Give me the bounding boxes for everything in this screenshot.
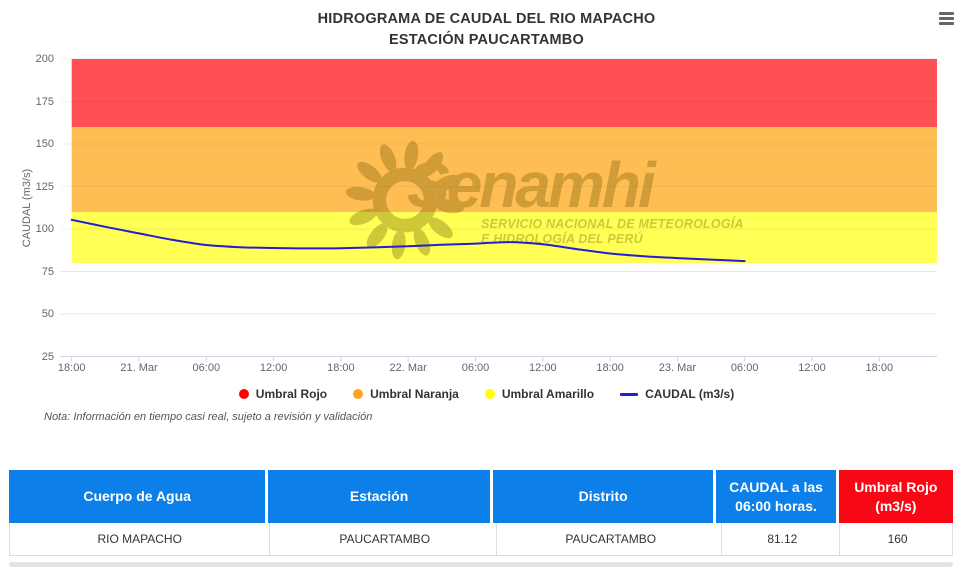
table-body: RIO MAPACHO PAUCARTAMBO PAUCARTAMBO 81.12 16… [9, 523, 953, 556]
table-header-caudal-a-las-06-00-horas-: CAUDAL a las 06:00 horas. [716, 470, 836, 523]
x-tick-label: 21. Mar [120, 362, 158, 374]
x-tick-label: 12:00 [259, 362, 288, 374]
chart-context-menu-icon[interactable] [939, 12, 954, 25]
burger-bar [939, 22, 954, 25]
x-tick-label: 23. Mar [658, 362, 697, 374]
x-tick-label: 18:00 [596, 362, 624, 374]
x-tick-label: 06:00 [461, 362, 490, 374]
x-tick-label: 12:00 [529, 362, 557, 374]
table-scrollbar-track[interactable] [9, 562, 953, 567]
table-row: RIO MAPACHO PAUCARTAMBO PAUCARTAMBO 81.12 16… [9, 523, 953, 556]
legend-item-umbral-rojo[interactable]: Umbral Rojo [238, 387, 328, 401]
plot-band-umbral-naranja [71, 127, 937, 212]
y-tick-label: 150 [35, 138, 54, 150]
x-tick-label: 18:00 [57, 362, 86, 374]
table-header-umbral-rojo-m3-s-: Umbral Rojo (m3/s) [838, 470, 954, 523]
y-tick-label: 25 [41, 350, 54, 363]
chart-title-line1: HIDROGRAMA DE CAUDAL DEL RIO MAPACHO [317, 11, 656, 27]
legend-label: Umbral Naranja [370, 387, 459, 401]
chart-title-line2: ESTACIÓN PAUCARTAMBO [389, 32, 584, 48]
x-tick-label: 12:00 [798, 362, 826, 374]
table-cell: 160 [887, 532, 908, 546]
x-tick-label: 22. Mar [389, 362, 427, 374]
legend-line-marker [620, 392, 639, 396]
legend-circle-marker [238, 389, 249, 399]
legend-item-umbral-amarillo[interactable]: Umbral Amarillo [484, 387, 595, 401]
y-tick-label: 175 [35, 95, 54, 108]
legend-item-caudal-m3-s-[interactable]: CAUDAL (m3/s) [620, 387, 734, 401]
y-tick-label: 200 [35, 53, 54, 65]
legend-item-umbral-naranja[interactable]: Umbral Naranja [353, 387, 459, 401]
chart-title: HIDROGRAMA DE CAUDAL DEL RIO MAPACHO EST… [0, 9, 973, 51]
legend-circle-marker [353, 389, 364, 399]
legend-label: Umbral Amarillo [501, 387, 595, 401]
x-tick-label: 06:00 [730, 362, 759, 374]
burger-bar [939, 12, 954, 15]
note-text: Nota: Información en tiempo casi real, s… [44, 411, 373, 423]
burger-bar [939, 17, 954, 20]
y-tick-label: 125 [35, 180, 54, 193]
table-header-estaci-n: Estación [268, 470, 490, 523]
x-tick-label: 06:00 [192, 362, 221, 374]
table-cell: 81.12 [725, 523, 841, 555]
table-cell: PAUCARTAMBO [500, 523, 723, 555]
summary-table: Cuerpo de Agua Estación Distrito CAUDAL … [9, 470, 954, 556]
y-tick-label: 100 [35, 223, 54, 235]
plot-band-umbral-amarillo [71, 212, 937, 263]
x-tick-label: 18:00 [865, 362, 894, 374]
table-header-row: Cuerpo de Agua Estación Distrito CAUDAL … [9, 470, 954, 523]
table-cell: RIO MAPACHO [10, 523, 271, 555]
legend-circle-marker [484, 389, 495, 399]
plot-band-umbral-rojo [71, 59, 937, 127]
x-tick-label: 18:00 [327, 362, 355, 374]
table-header-cuerpo-de-agua: Cuerpo de Agua [9, 470, 266, 523]
y-tick-label: 50 [41, 308, 54, 320]
table-cell: PAUCARTAMBO [273, 523, 497, 555]
y-tick-label: 75 [41, 265, 54, 278]
legend-label: Umbral Rojo [255, 387, 328, 401]
chart-legend: Umbral Rojo Umbral Naranja Umbral Amaril… [0, 387, 973, 401]
table-header-distrito: Distrito [492, 470, 714, 523]
legend-label: CAUDAL (m3/s) [645, 387, 735, 401]
